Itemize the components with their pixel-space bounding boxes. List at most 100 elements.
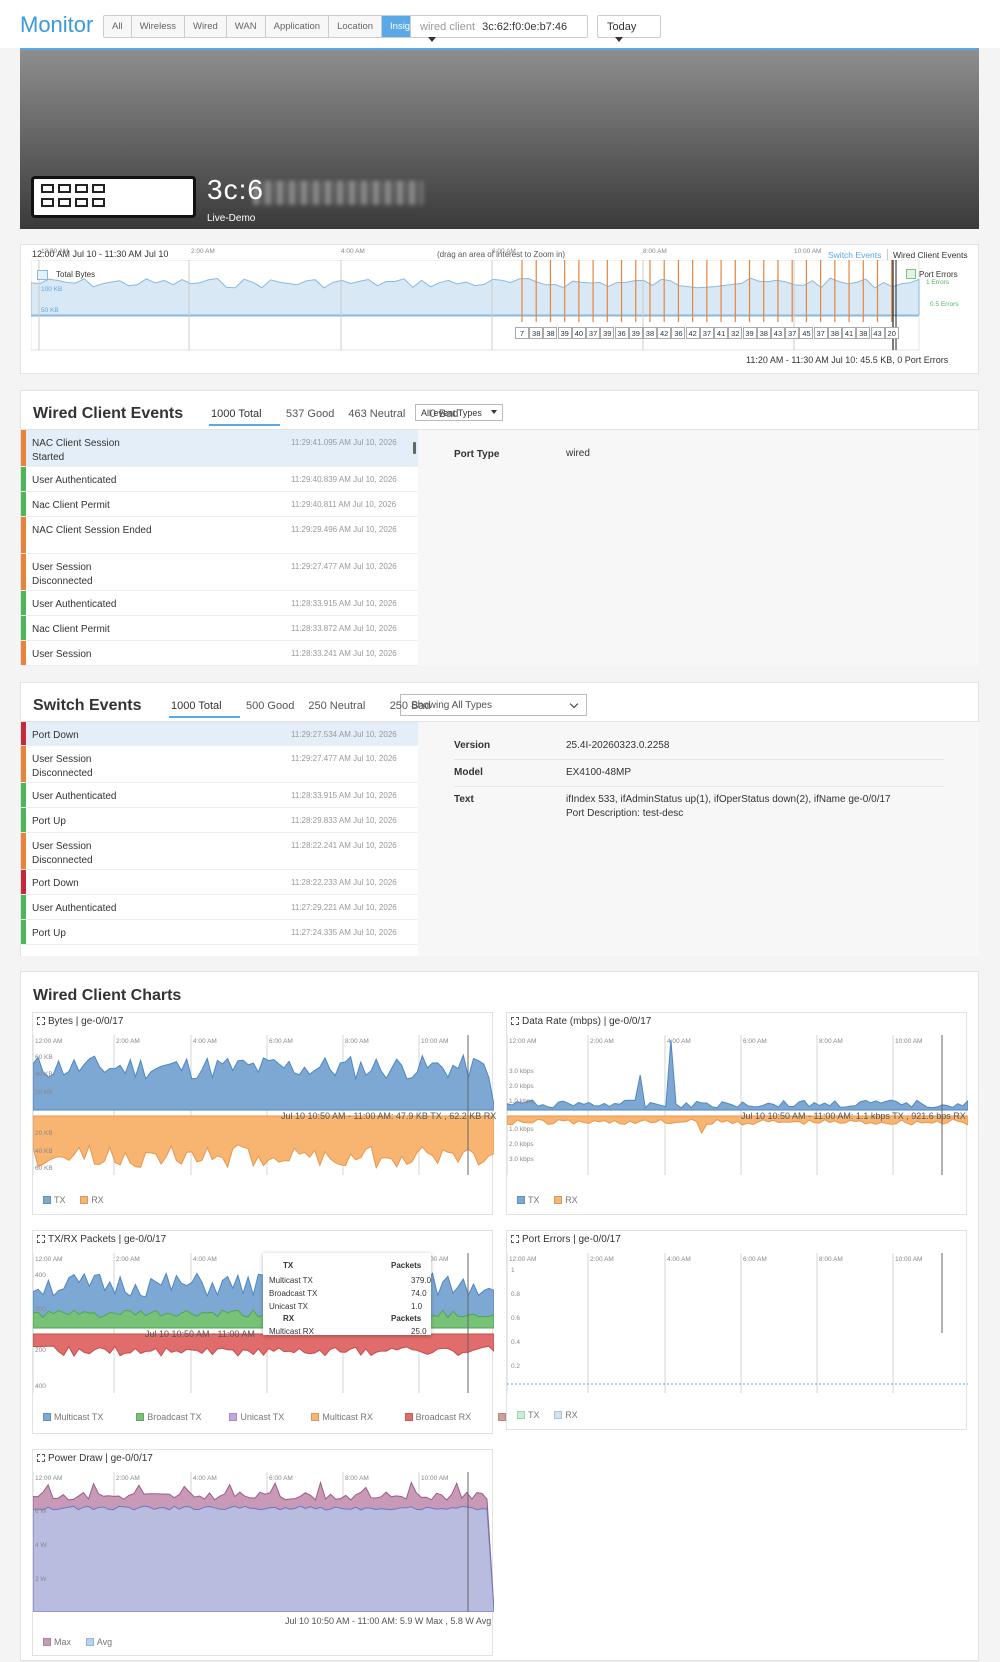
event-row[interactable]: User Session 11:28:33.241 AM Jul 10, 2026 [21, 641, 418, 666]
filter-tab-application[interactable]: Application [266, 16, 330, 37]
tab-bad[interactable]: 250 Bad [389, 700, 431, 712]
event-row[interactable]: User Session Disconnected 11:29:27.477 AM… [21, 746, 418, 783]
filter-tab-wan[interactable]: WAN [227, 16, 266, 37]
time-range-selector[interactable]: Today [597, 15, 661, 42]
event-row[interactable]: NAC Client Session Started 11:29:41.095 A… [21, 430, 418, 467]
legend-item[interactable]: TX [43, 1195, 66, 1205]
event-count-marker[interactable]: 45 [799, 327, 814, 339]
y-tick-label: 400 [35, 1272, 46, 1279]
tab-total[interactable]: 1000 Total [211, 408, 262, 420]
event-count-marker[interactable]: 38 [856, 327, 871, 339]
event-count-marker[interactable]: 42 [685, 327, 700, 339]
event-row[interactable]: Port Up 11:28:29.833 AM Jul 10, 2026 [21, 808, 418, 833]
tab-neutral[interactable]: 250 Neutral [308, 700, 366, 712]
chart-title: TX/RX Packets | ge-0/0/17 [37, 1234, 166, 1245]
bytes-chart-plot[interactable] [33, 1035, 494, 1175]
event-count-marker[interactable]: 38 [642, 327, 657, 339]
x-tick-label: 6:00 AM [269, 1038, 293, 1045]
client-selector[interactable]: wired client 3c:62:f0:0e:b7:46 [410, 15, 588, 42]
event-count-marker[interactable]: 7 [515, 327, 529, 339]
event-row[interactable]: Port Up 11:27:24.335 AM Jul 10, 2026 [21, 920, 418, 945]
event-row[interactable]: Port Down 11:29:27.534 AM Jul 10, 2026 [21, 722, 418, 746]
legend-item[interactable]: RX [554, 1410, 578, 1420]
tab-bad[interactable]: 0 Bad [429, 408, 459, 420]
event-count-marker[interactable]: 39 [557, 327, 572, 339]
event-count-marker[interactable]: 42 [657, 327, 672, 339]
timeline-tick-label: 12:00 AM [41, 248, 69, 255]
filter-tab-wired[interactable]: Wired [185, 16, 227, 37]
tab-total[interactable]: 1000 Total [171, 700, 222, 712]
event-time: 11:28:33.872 AM Jul 10, 2026 [291, 624, 397, 633]
legend-item[interactable]: Multicast RX [311, 1412, 373, 1422]
event-count-marker[interactable]: 20 [884, 327, 899, 339]
event-row[interactable]: Nac Client Permit 11:29:40.811 AM Jul 10,… [21, 492, 418, 517]
event-row[interactable]: Port Down 11:28:22.233 AM Jul 10, 2026 [21, 870, 418, 895]
event-count-marker[interactable]: 43 [770, 327, 785, 339]
client-event-type-filter[interactable]: All event Types [415, 404, 503, 421]
tab-wired-client-events[interactable]: Wired Client Events [893, 250, 968, 260]
filter-tab-all[interactable]: All [104, 16, 132, 37]
event-count-marker[interactable]: 32 [728, 327, 743, 339]
legend-label: Multicast TX [54, 1412, 104, 1422]
event-count-marker[interactable]: 41 [714, 327, 729, 339]
legend-item[interactable]: Unicast TX [229, 1412, 284, 1422]
expand-icon[interactable] [37, 1017, 45, 1025]
expand-icon[interactable] [511, 1235, 519, 1243]
event-count-marker[interactable]: 39 [628, 327, 643, 339]
time-range-value: Today [607, 21, 637, 33]
event-count-marker[interactable]: 38 [543, 327, 558, 339]
filter-tab-wireless[interactable]: Wireless [132, 16, 185, 37]
event-row[interactable]: User Authenticated 11:29:40.839 AM Jul 10… [21, 467, 418, 492]
legend-item[interactable]: Broadcast RX [404, 1412, 471, 1422]
switch-event-type-filter-label: Showing All Types [411, 700, 492, 711]
event-count-marker[interactable]: 43 [870, 327, 885, 339]
event-row[interactable]: User Session Disconnected 11:28:22.241 AM… [21, 833, 418, 870]
legend-item[interactable]: Max [43, 1637, 71, 1647]
detail-label: Version [454, 740, 491, 751]
list-scrollbar[interactable] [413, 442, 416, 454]
event-count-marker[interactable]: 39 [600, 327, 615, 339]
legend-swatch [80, 1196, 89, 1204]
event-count-marker[interactable]: 39 [742, 327, 757, 339]
port-errors-chart-plot[interactable] [507, 1253, 968, 1393]
tab-good[interactable]: 500 Good [246, 700, 295, 712]
event-count-marker[interactable]: 40 [571, 327, 586, 339]
legend-item[interactable]: RX [80, 1195, 104, 1205]
expand-icon[interactable] [37, 1454, 45, 1462]
event-count-marker[interactable]: 36 [671, 327, 686, 339]
expand-icon[interactable] [511, 1017, 519, 1025]
event-row[interactable]: NAC Client Session Ended 11:29:29.496 AM … [21, 517, 418, 554]
x-tick-label: 2:00 AM [116, 1038, 140, 1045]
event-count-marker[interactable]: 38 [529, 327, 544, 339]
power-chart-plot[interactable] [33, 1472, 494, 1612]
event-count-marker[interactable]: 37 [699, 327, 714, 339]
expand-icon[interactable] [37, 1235, 45, 1243]
event-count-marker[interactable]: 38 [827, 327, 842, 339]
event-severity-bar [21, 783, 26, 807]
legend-item[interactable]: Avg [85, 1637, 112, 1647]
event-row[interactable]: Nac Client Permit 11:28:33.872 AM Jul 10,… [21, 616, 418, 641]
legend-item[interactable]: Broadcast TX [136, 1412, 202, 1422]
data-rate-chart-plot[interactable] [507, 1035, 968, 1175]
event-row[interactable]: User Authenticated 11:28:33.915 AM Jul 10… [21, 591, 418, 616]
event-count-marker[interactable]: 37 [813, 327, 828, 339]
event-count-marker[interactable]: 37 [586, 327, 601, 339]
event-count-marker[interactable]: 41 [842, 327, 857, 339]
event-count-marker[interactable]: 36 [614, 327, 629, 339]
legend-item[interactable]: RX [554, 1195, 578, 1205]
legend-item[interactable]: TX [517, 1410, 540, 1420]
total-bytes-legend-swatch [37, 270, 48, 280]
switch-event-type-filter[interactable]: Showing All Types [400, 694, 587, 716]
event-row[interactable]: User Authenticated 11:27:29.221 AM Jul 10… [21, 895, 418, 920]
event-count-marker[interactable]: 37 [785, 327, 800, 339]
legend-item[interactable]: TX [517, 1195, 540, 1205]
tab-switch-events[interactable]: Switch Events [828, 250, 882, 260]
tab-good[interactable]: 537 Good [286, 408, 335, 420]
legend-swatch [43, 1413, 51, 1421]
event-count-marker[interactable]: 38 [756, 327, 771, 339]
legend-item[interactable]: Multicast TX [43, 1412, 103, 1422]
tab-neutral[interactable]: 463 Neutral [348, 408, 406, 420]
event-row[interactable]: User Session Disconnected 11:29:27.477 AM… [21, 554, 418, 591]
event-row[interactable]: User Authenticated 11:28:33.915 AM Jul 10… [21, 783, 418, 808]
filter-tab-location[interactable]: Location [329, 16, 383, 37]
